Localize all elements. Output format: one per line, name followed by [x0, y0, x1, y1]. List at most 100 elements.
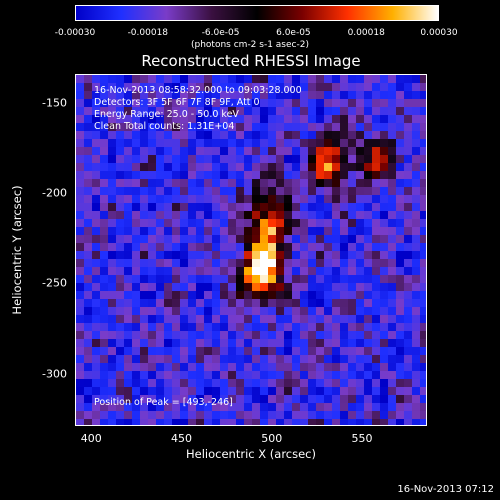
- heatmap-cell: [212, 139, 220, 147]
- heatmap-cell: [324, 83, 332, 91]
- heatmap-cell: [404, 203, 412, 211]
- heatmap-cell: [252, 267, 260, 275]
- heatmap-cell: [300, 91, 308, 99]
- heatmap-cell: [244, 195, 252, 203]
- heatmap-cell: [308, 123, 316, 131]
- heatmap-cell: [212, 131, 220, 139]
- x-axis-label: Heliocentric X (arcsec): [186, 447, 316, 461]
- heatmap-cell: [380, 347, 388, 355]
- heatmap-cell: [92, 83, 100, 91]
- heatmap-cell: [260, 299, 268, 307]
- heatmap-cell: [84, 195, 92, 203]
- heatmap-cell: [332, 139, 340, 147]
- heatmap-cell: [348, 195, 356, 203]
- heatmap-cell: [156, 203, 164, 211]
- heatmap-cell: [340, 243, 348, 251]
- heatmap-cell: [180, 243, 188, 251]
- heatmap-cell: [164, 323, 172, 331]
- heatmap-cell: [308, 267, 316, 275]
- heatmap-cell: [252, 155, 260, 163]
- heatmap-cell: [132, 91, 140, 99]
- heatmap-cell: [412, 379, 420, 387]
- heatmap-cell: [340, 163, 348, 171]
- heatmap-cell: [356, 107, 364, 115]
- heatmap-cell: [108, 107, 116, 115]
- heatmap-cell: [332, 179, 340, 187]
- heatmap-cell: [300, 267, 308, 275]
- heatmap-cell: [180, 139, 188, 147]
- heatmap-cell: [92, 147, 100, 155]
- heatmap-cell: [212, 347, 220, 355]
- heatmap-cell: [292, 307, 300, 315]
- heatmap-cell: [308, 275, 316, 283]
- heatmap-cell: [116, 203, 124, 211]
- heatmap-cell: [268, 347, 276, 355]
- heatmap-cell: [116, 251, 124, 259]
- heatmap-cell: [292, 211, 300, 219]
- heatmap-cell: [164, 387, 172, 395]
- heatmap-cell: [140, 411, 148, 419]
- heatmap-cell: [148, 131, 156, 139]
- heatmap-cell: [372, 307, 380, 315]
- heatmap-cell: [196, 299, 204, 307]
- heatmap-cell: [188, 339, 196, 347]
- heatmap-cell: [76, 299, 84, 307]
- heatmap-cell: [172, 419, 180, 425]
- heatmap-cell: [148, 395, 156, 403]
- heatmap-cell: [300, 107, 308, 115]
- heatmap-cell: [404, 139, 412, 147]
- heatmap-cell: [180, 107, 188, 115]
- heatmap-cell: [204, 139, 212, 147]
- heatmap-cell: [124, 283, 132, 291]
- heatmap-cell: [396, 291, 404, 299]
- heatmap-cell: [388, 371, 396, 379]
- heatmap-cell: [196, 251, 204, 259]
- heatmap-cell: [84, 283, 92, 291]
- heatmap-cell: [156, 115, 164, 123]
- heatmap-cell: [140, 163, 148, 171]
- heatmap-cell: [420, 299, 426, 307]
- heatmap-cell: [212, 195, 220, 203]
- heatmap-cell: [372, 339, 380, 347]
- heatmap-cell: [132, 283, 140, 291]
- heatmap-cell: [228, 387, 236, 395]
- heatmap-cell: [148, 147, 156, 155]
- heatmap-cell: [172, 283, 180, 291]
- heatmap-cell: [324, 211, 332, 219]
- heatmap-cell: [196, 419, 204, 425]
- heatmap-cell: [412, 115, 420, 123]
- heatmap-cell: [268, 187, 276, 195]
- heatmap-cell: [140, 355, 148, 363]
- chart-title: Reconstructed RHESSI Image: [141, 52, 361, 70]
- heatmap-cell: [332, 211, 340, 219]
- heatmap-cell: [324, 115, 332, 123]
- heatmap-cell: [396, 331, 404, 339]
- heatmap-cell: [172, 139, 180, 147]
- heatmap-cell: [84, 235, 92, 243]
- heatmap-cell: [220, 411, 228, 419]
- heatmap-cell: [404, 339, 412, 347]
- heatmap-cell: [292, 155, 300, 163]
- heatmap-cell: [108, 355, 116, 363]
- heatmap-cell: [140, 235, 148, 243]
- heatmap-cell: [116, 99, 124, 107]
- heatmap-cell: [332, 123, 340, 131]
- heatmap-cell: [260, 387, 268, 395]
- heatmap-cell: [284, 339, 292, 347]
- heatmap-cell: [236, 155, 244, 163]
- heatmap-cell: [84, 75, 92, 83]
- heatmap-cell: [132, 331, 140, 339]
- heatmap-cell: [180, 99, 188, 107]
- heatmap-cell: [380, 339, 388, 347]
- heatmap-cell: [332, 331, 340, 339]
- heatmap-cell: [220, 227, 228, 235]
- heatmap-cell: [196, 403, 204, 411]
- heatmap-cell: [292, 283, 300, 291]
- heatmap-cell: [108, 91, 116, 99]
- heatmap-cell: [364, 379, 372, 387]
- heatmap-cell: [396, 259, 404, 267]
- heatmap-cell: [76, 259, 84, 267]
- heatmap-cell: [228, 179, 236, 187]
- heatmap-cell: [396, 123, 404, 131]
- heatmap-cell: [284, 347, 292, 355]
